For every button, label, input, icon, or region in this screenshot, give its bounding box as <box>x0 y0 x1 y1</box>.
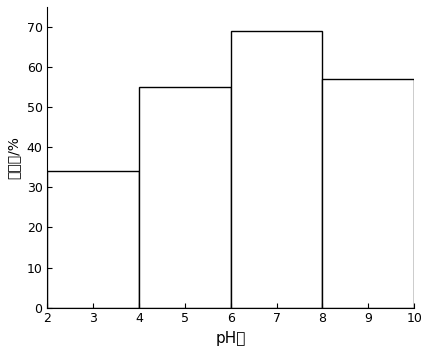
Bar <box>47 171 139 307</box>
Y-axis label: 去除率/%: 去除率/% <box>7 136 21 179</box>
X-axis label: pH値: pH値 <box>215 331 246 346</box>
Bar <box>231 31 323 307</box>
Bar <box>323 79 414 307</box>
Bar <box>139 87 231 307</box>
